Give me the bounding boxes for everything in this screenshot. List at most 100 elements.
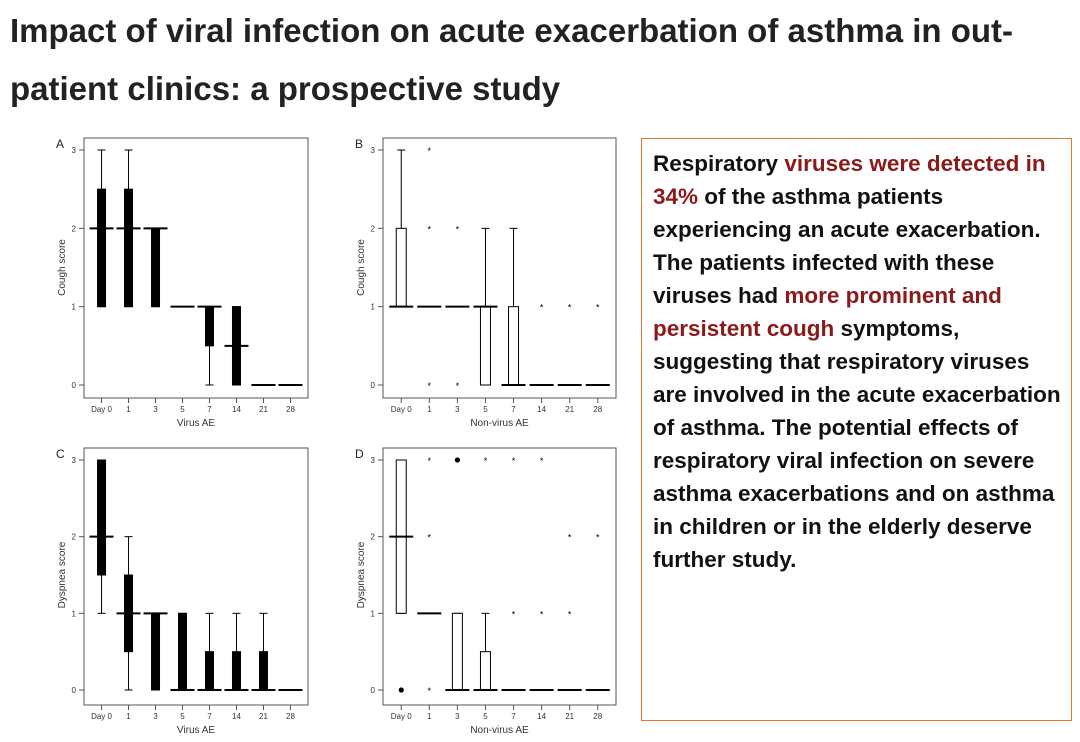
box-body: [204, 651, 214, 691]
outlier-star: *: [428, 146, 432, 156]
outlier-star: *: [428, 381, 432, 391]
outlier-star: *: [512, 609, 516, 619]
outlier-star: *: [428, 686, 432, 696]
x-tick-label: 3: [153, 405, 158, 414]
x-tick-label: 1: [126, 405, 131, 414]
box-3: [143, 227, 168, 308]
box-7: [197, 305, 222, 386]
box-body: [479, 306, 491, 386]
panel-label: D: [355, 447, 364, 461]
y-axis-title: Cough score: [57, 239, 68, 296]
plot-frame: [382, 137, 617, 399]
outlier-star: *: [568, 303, 572, 313]
box-day-0: [89, 459, 114, 614]
x-tick-label: 7: [207, 405, 212, 414]
x-axis-title: Virus AE: [177, 725, 215, 736]
outlier-star: *: [568, 533, 572, 543]
outlier-star: *: [456, 224, 460, 234]
box-body: [395, 227, 407, 308]
box-body: [97, 459, 107, 576]
x-tick-label: 14: [232, 405, 241, 414]
outlier-star: *: [428, 224, 432, 234]
box-1: [116, 536, 141, 691]
x-tick-label: Day 0: [391, 405, 412, 414]
y-tick-label: 0: [371, 686, 376, 695]
chart-panel-b: B 0 1 2 3 Day 0 1 3 5 7 14 21 28 Non-virus AE Cough sc…: [355, 137, 617, 429]
box-7: [197, 612, 222, 691]
y-tick-label: 2: [371, 224, 376, 233]
x-tick-label: 21: [259, 712, 268, 721]
outlier-star: *: [540, 303, 544, 313]
y-tick-label: 2: [371, 533, 376, 542]
y-tick-label: 1: [371, 303, 376, 312]
x-tick-label: Day 0: [91, 712, 112, 721]
y-tick-label: 3: [371, 146, 376, 155]
x-tick-label: 28: [286, 405, 295, 414]
x-tick-label: 5: [180, 405, 185, 414]
y-tick-label: 1: [371, 609, 376, 618]
summary-highlight-cough: more prominent and persistent cough: [653, 283, 1002, 341]
box-body: [124, 188, 134, 308]
y-tick-label: 1: [72, 609, 77, 618]
y-axis-title: Dyspnea score: [356, 541, 367, 608]
panel-label: A: [56, 137, 64, 151]
box-5: [170, 612, 195, 691]
x-axis-title: Non-virus AE: [470, 418, 529, 429]
box-5: [473, 612, 498, 691]
outlier-star: *: [484, 456, 488, 466]
outlier-star: *: [596, 303, 600, 313]
outlier-star: *: [596, 533, 600, 543]
x-axis-title: Virus AE: [177, 418, 215, 429]
panel-label: B: [355, 137, 363, 151]
plot-frame: [382, 447, 617, 706]
box-14: [224, 612, 249, 691]
box-body: [479, 651, 491, 691]
summary-text-3: symptoms, suggesting that respiratory vi…: [653, 316, 1061, 572]
x-tick-label: 1: [427, 712, 432, 721]
x-tick-label: 14: [537, 405, 546, 414]
outlier-star: *: [428, 456, 432, 466]
box-body: [151, 227, 161, 308]
box-3: [143, 612, 168, 691]
x-tick-label: 3: [455, 405, 460, 414]
outlier-star: *: [512, 456, 516, 466]
box-body: [178, 612, 188, 691]
summary-highlight-detection: viruses were detected in 34%: [653, 151, 1046, 209]
chart-panel-a: A 0 1 2 3 Day 0 1 3 5 7 14 21 28 Virus AE Cough score: [56, 137, 309, 429]
y-tick-label: 0: [371, 381, 376, 390]
x-tick-label: 7: [511, 405, 516, 414]
box-21: [251, 612, 276, 691]
box-14: [224, 306, 249, 386]
x-tick-label: Day 0: [91, 405, 112, 414]
box-body: [204, 306, 214, 347]
box-3: [445, 612, 470, 691]
outlier-dot: [454, 457, 460, 463]
summary-text-2: of the asthma patients experiencing an a…: [653, 184, 1041, 308]
outlier-star: *: [428, 533, 432, 543]
box-body: [451, 612, 463, 691]
box-7: [501, 227, 526, 386]
y-axis-title: Cough score: [356, 239, 367, 296]
x-tick-label: 21: [565, 712, 574, 721]
outlier-star: *: [568, 609, 572, 619]
plot-frame: [83, 137, 309, 399]
chart-panel-d: D 0 1 2 3 Day 0 1 3 5 7 14 21 28 Non-virus AE Dyspnea …: [355, 447, 617, 736]
x-tick-label: Day 0: [391, 712, 412, 721]
x-tick-label: 14: [232, 712, 241, 721]
outlier-dot: [398, 687, 404, 693]
box-body: [151, 612, 161, 691]
box-body: [258, 651, 268, 691]
y-tick-label: 2: [72, 533, 77, 542]
x-tick-label: 28: [593, 712, 602, 721]
outlier-star: *: [540, 609, 544, 619]
box-body: [231, 651, 241, 691]
x-tick-label: 28: [593, 405, 602, 414]
x-axis-title: Non-virus AE: [470, 725, 529, 736]
box-day-0: [89, 149, 114, 308]
y-tick-label: 2: [72, 224, 77, 233]
box-5: [473, 227, 498, 386]
x-tick-label: 21: [259, 405, 268, 414]
x-tick-label: 7: [207, 712, 212, 721]
outlier-star: *: [456, 381, 460, 391]
y-tick-label: 3: [371, 456, 376, 465]
